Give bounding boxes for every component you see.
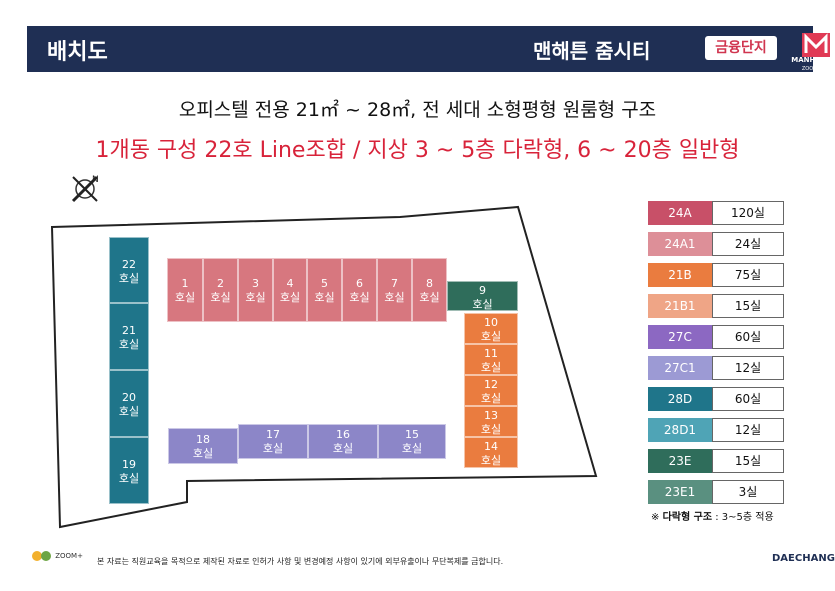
unit-13: 13 호실 (464, 406, 518, 437)
legend-count: 12실 (712, 418, 784, 442)
unit-21: 21 호실 (109, 303, 149, 370)
loft-note: ※ 다락형 구조 : 3~5층 적용 (651, 512, 774, 523)
unit-2: 2 호실 (203, 258, 238, 322)
unit-7: 7 호실 (377, 258, 412, 322)
legend-row: 28D 60실 (648, 387, 784, 411)
brand-name: 맨해튼 줌시티 (533, 39, 651, 63)
unit-1: 1 호실 (167, 258, 203, 322)
legend-code: 24A1 (648, 232, 712, 256)
legend-count: 120실 (712, 201, 784, 225)
legend-count: 3실 (712, 480, 784, 504)
unit-18: 18 호실 (168, 428, 238, 464)
compass-icon: N (71, 175, 99, 203)
legend-count: 15실 (712, 449, 784, 473)
legend-code: 21B1 (648, 294, 712, 318)
legend-row: 23E1 3실 (648, 480, 784, 504)
unit-12: 12 호실 (464, 375, 518, 406)
unit-4: 4 호실 (273, 258, 307, 322)
legend-row: 28D1 12실 (648, 418, 784, 442)
subtitle-composition: 1개동 구성 22호 Line조합 / 지상 3 ~ 5층 다락형, 6 ~ 2… (95, 138, 740, 163)
legend-code: 21B (648, 263, 712, 287)
unit-6: 6 호실 (342, 258, 377, 322)
manhattan-logo-icon (802, 33, 830, 57)
legend-code: 27C (648, 325, 712, 349)
page-title: 배치도 (47, 40, 108, 65)
legend-row: 27C1 12실 (648, 356, 784, 380)
subtitle-size: 오피스텔 전용 21㎡ ~ 28㎡, 전 세대 소형평형 원룸형 구조 (178, 99, 657, 121)
legend-code: 28D1 (648, 418, 712, 442)
unit-14: 14 호실 (464, 437, 518, 468)
header-bar: 배치도 맨해튼 줌시티 금융단지 MANHATTANZOOM CITY (27, 26, 835, 72)
disclaimer: 본 자료는 직원교육을 목적으로 제작된 자료로 인허가 사항 및 변경예정 사… (97, 557, 504, 566)
legend-row: 24A1 24실 (648, 232, 784, 256)
unit-11: 11 호실 (464, 344, 518, 375)
legend-row: 27C 60실 (648, 325, 784, 349)
unit-16: 16 호실 (308, 424, 378, 459)
unit-17: 17 호실 (238, 424, 308, 459)
legend-code: 23E1 (648, 480, 712, 504)
legend-count: 75실 (712, 263, 784, 287)
legend-row: 24A 120실 (648, 201, 784, 225)
legend-count: 24실 (712, 232, 784, 256)
legend-count: 60실 (712, 387, 784, 411)
brand-badge: 금융단지 (705, 36, 777, 60)
unit-15: 15 호실 (378, 424, 446, 459)
legend-code: 28D (648, 387, 712, 411)
legend-code: 27C1 (648, 356, 712, 380)
unit-22: 22 호실 (109, 237, 149, 303)
legend-count: 15실 (712, 294, 784, 318)
unit-20: 20 호실 (109, 370, 149, 437)
logo-text: MANHATTANZOOM CITY (791, 56, 835, 72)
compass-label: N (92, 175, 99, 185)
legend-code: 24A (648, 201, 712, 225)
zoom-logo-icon (32, 551, 51, 561)
legend-count: 60실 (712, 325, 784, 349)
unit-5: 5 호실 (307, 258, 342, 322)
unit-3: 3 호실 (238, 258, 273, 322)
legend-row: 23E 15실 (648, 449, 784, 473)
unit-19: 19 호실 (109, 437, 149, 504)
legend-code: 23E (648, 449, 712, 473)
unit-10: 10 호실 (464, 313, 518, 344)
legend-row: 21B1 15실 (648, 294, 784, 318)
unit-8: 8 호실 (412, 258, 447, 322)
unit-9: 9 호실 (447, 281, 518, 311)
legend-count: 12실 (712, 356, 784, 380)
zoom-logo: ZOOM+ (31, 548, 91, 566)
daechang-logo: DAECHANG (772, 553, 835, 564)
legend-row: 21B 75실 (648, 263, 784, 287)
